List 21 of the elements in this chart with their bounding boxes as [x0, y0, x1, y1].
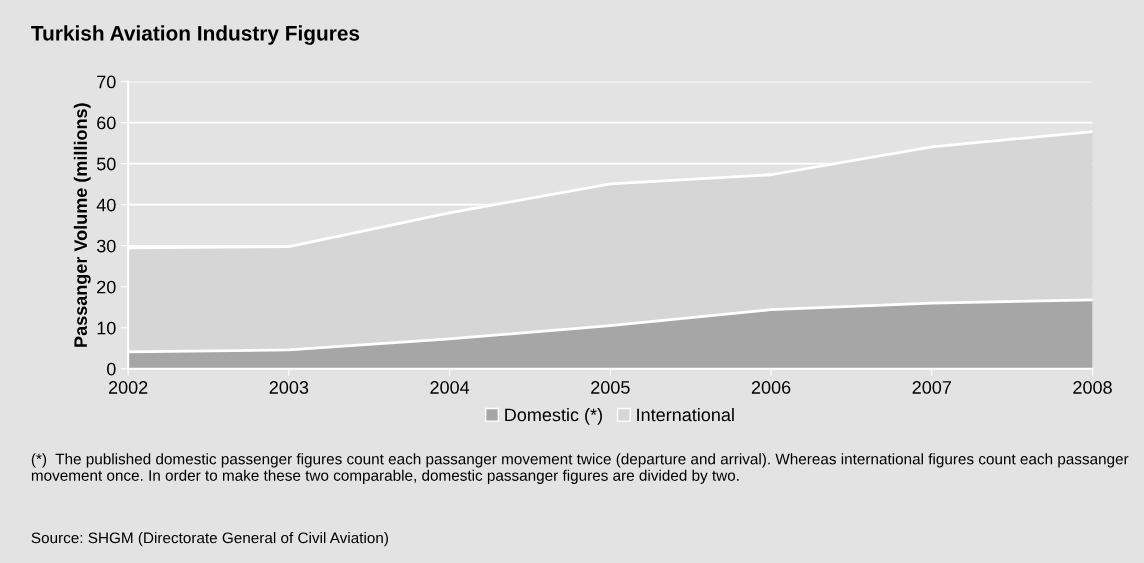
y-tick-label: 30: [96, 239, 116, 253]
x-tick-label: 2002: [108, 381, 148, 394]
x-tick-label: 2005: [591, 381, 630, 394]
y-tick-label: 60: [97, 116, 116, 130]
x-tick-label: 2004: [430, 381, 470, 394]
y-tick-label: 50: [96, 157, 116, 171]
x-tick-label: 2007: [912, 381, 951, 394]
y-tick-label: 10: [97, 321, 116, 335]
chart-title: Turkish Aviation Industry Figures: [31, 25, 360, 45]
source-note: Source: SHGM (Directorate General of Civil Aviation): [31, 532, 388, 547]
x-tick-label: 2003: [269, 381, 309, 394]
text: (*) The published domestic passenger figures count each passanger movement twice (departure and arrival). Whereas international figures count each passanger movement once. In order to make these two comparable, domestic passanger figures are divided by two.: [31, 453, 1129, 484]
y-tick-label: 20: [97, 280, 116, 294]
y-axis-title: Passanger Volume (millions): [73, 103, 91, 347]
y-tick-label: 40: [96, 198, 116, 212]
x-tick-label: 2006: [751, 381, 791, 394]
legend-label: International: [637, 407, 734, 422]
y-tick-label: 70: [97, 75, 116, 89]
x-tick-label: 2008: [1073, 381, 1112, 394]
legend-label: Domestic (*): [505, 407, 602, 425]
y-tick-label: 0: [106, 362, 116, 376]
